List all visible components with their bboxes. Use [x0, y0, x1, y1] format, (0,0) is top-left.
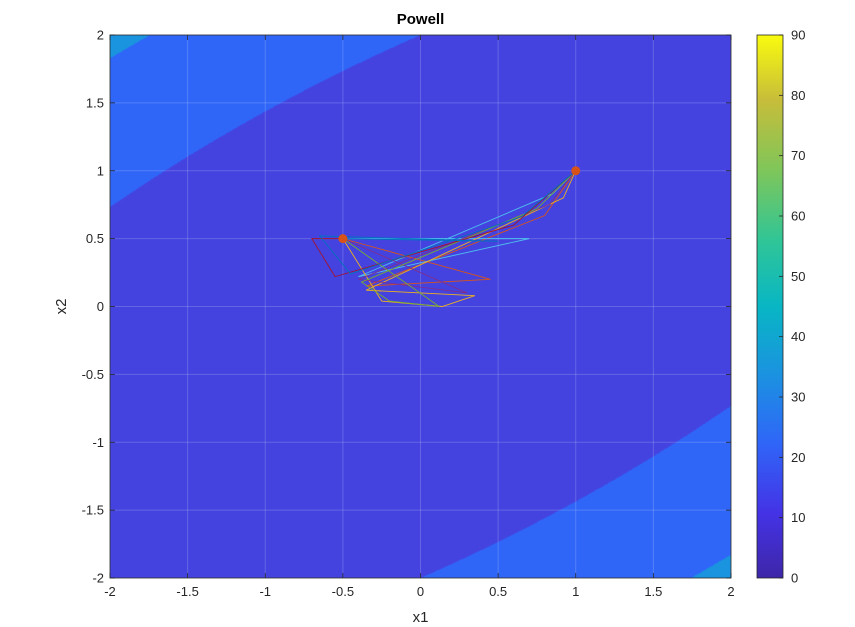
- x-axis-ticks: -2 -1.5 -1 -0.5 0 0.5 1 1.5 2: [104, 35, 735, 599]
- colorbar-ticks: 0 10 20 30 40 50 60 70 80 90: [779, 28, 805, 586]
- x-tick-label: 0.5: [489, 584, 507, 599]
- colorbar-gradient: [756, 34, 784, 579]
- y-tick-label: 0: [97, 299, 104, 314]
- colorbar-tick-label: 0: [791, 571, 798, 586]
- path-1: [342, 170, 577, 287]
- path-5: [342, 170, 577, 307]
- x-tick-label: 0: [417, 584, 424, 599]
- colorbar-tick-label: 40: [791, 329, 805, 344]
- contour-fill: [110, 35, 731, 578]
- x-axis-label: x1: [413, 609, 429, 626]
- y-tick-label: 2: [97, 28, 104, 43]
- x-tick-label: 2: [727, 584, 734, 599]
- colorbar-tick-label: 50: [791, 269, 805, 284]
- y-tick-label: -0.5: [82, 367, 104, 382]
- x-tick-label: -1.5: [176, 584, 198, 599]
- x-tick-label: -2: [104, 584, 116, 599]
- chart-title: Powell: [397, 11, 445, 28]
- colorbar-tick-label: 70: [791, 148, 805, 163]
- path-3: [342, 170, 577, 307]
- y-tick-label: 1: [97, 163, 104, 178]
- colorbar-tick-label: 30: [791, 390, 805, 405]
- x-tick-label: 1: [572, 584, 579, 599]
- y-tick-label: -1: [92, 435, 104, 450]
- y-tick-label: -1.5: [82, 503, 104, 518]
- colorbar-tick-label: 60: [791, 209, 805, 224]
- start-point: [571, 166, 581, 176]
- y-tick-label: 0.5: [86, 231, 104, 246]
- markers: [338, 166, 581, 244]
- x-tick-label: -0.5: [332, 584, 354, 599]
- x-tick-label: -1: [259, 584, 271, 599]
- y-tick-label: -2: [92, 571, 104, 586]
- plot-area: [110, 35, 731, 578]
- path-4: [342, 170, 577, 294]
- y-tick-label: 1.5: [86, 95, 104, 110]
- grid-lines: [110, 35, 731, 578]
- optimization-paths: [311, 170, 577, 307]
- y-axis-label: x2: [53, 299, 70, 315]
- colorbar-tick-label: 20: [791, 450, 805, 465]
- path-7: [318, 170, 577, 275]
- colorbar-tick-label: 90: [791, 28, 805, 43]
- colorbar-tick-label: 10: [791, 510, 805, 525]
- colorbar-tick-label: 80: [791, 88, 805, 103]
- colorbar: 0 10 20 30 40 50 60 70 80 90: [756, 28, 805, 586]
- y-axis-ticks: -2 -1.5 -1 -0.5 0 0.5 1 1.5 2: [82, 28, 731, 586]
- end-point: [338, 234, 348, 244]
- x-tick-label: 1.5: [644, 584, 662, 599]
